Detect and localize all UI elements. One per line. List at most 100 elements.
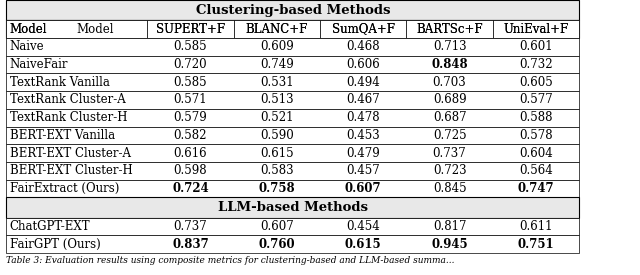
Text: TextRank Cluster-H: TextRank Cluster-H xyxy=(10,111,127,124)
Text: 0.454: 0.454 xyxy=(346,220,380,233)
Text: 0.605: 0.605 xyxy=(519,76,553,89)
Text: BLANC+F: BLANC+F xyxy=(246,23,308,35)
Text: 0.585: 0.585 xyxy=(173,76,207,89)
Text: NaiveFair: NaiveFair xyxy=(10,58,68,71)
Text: BERT-EXT Cluster-H: BERT-EXT Cluster-H xyxy=(10,164,132,177)
Text: TextRank Vanilla: TextRank Vanilla xyxy=(10,76,109,89)
Bar xyxy=(6,180,579,197)
Bar xyxy=(6,235,579,253)
Text: SUPERT+F: SUPERT+F xyxy=(156,23,225,35)
Bar xyxy=(6,91,579,109)
Text: 0.578: 0.578 xyxy=(519,129,553,142)
Text: 0.607: 0.607 xyxy=(260,220,294,233)
Text: 0.747: 0.747 xyxy=(518,182,554,195)
Text: 0.758: 0.758 xyxy=(259,182,295,195)
Text: 0.571: 0.571 xyxy=(173,94,207,106)
Bar xyxy=(6,109,579,126)
Text: 0.598: 0.598 xyxy=(173,164,207,177)
Text: 0.615: 0.615 xyxy=(260,147,294,160)
Text: BARTSc+F: BARTSc+F xyxy=(416,23,483,35)
Text: Naive: Naive xyxy=(10,40,44,53)
Text: 0.531: 0.531 xyxy=(260,76,294,89)
Text: 0.606: 0.606 xyxy=(346,58,380,71)
Text: 0.845: 0.845 xyxy=(433,182,467,195)
Text: 0.521: 0.521 xyxy=(260,111,294,124)
Text: BERT-EXT Vanilla: BERT-EXT Vanilla xyxy=(10,129,115,142)
Text: 0.583: 0.583 xyxy=(260,164,294,177)
Text: 0.582: 0.582 xyxy=(173,129,207,142)
Text: 0.724: 0.724 xyxy=(172,182,209,195)
Text: Table 3: Evaluation results using composite metrics for clustering-based and LLM: Table 3: Evaluation results using compos… xyxy=(6,256,455,265)
Text: 0.513: 0.513 xyxy=(260,94,294,106)
Text: 0.479: 0.479 xyxy=(346,147,380,160)
Bar xyxy=(6,56,579,73)
Bar xyxy=(320,20,406,38)
Text: 0.687: 0.687 xyxy=(433,111,467,124)
Bar xyxy=(6,218,579,235)
Text: 0.732: 0.732 xyxy=(519,58,553,71)
Text: 0.590: 0.590 xyxy=(260,129,294,142)
Bar xyxy=(6,73,579,91)
Text: 0.848: 0.848 xyxy=(431,58,468,71)
Text: 0.723: 0.723 xyxy=(433,164,467,177)
Text: 0.817: 0.817 xyxy=(433,220,467,233)
Text: 0.725: 0.725 xyxy=(433,129,467,142)
Bar xyxy=(147,20,234,38)
Text: 0.577: 0.577 xyxy=(519,94,553,106)
Text: 0.468: 0.468 xyxy=(346,40,380,53)
Bar xyxy=(6,162,579,180)
Text: FairExtract (Ours): FairExtract (Ours) xyxy=(10,182,119,195)
Bar xyxy=(6,197,579,218)
Text: 0.945: 0.945 xyxy=(431,238,468,251)
Text: 0.616: 0.616 xyxy=(173,147,207,160)
Text: 0.604: 0.604 xyxy=(519,147,553,160)
Text: 0.837: 0.837 xyxy=(172,238,209,251)
Text: 0.749: 0.749 xyxy=(260,58,294,71)
Bar xyxy=(6,126,579,144)
Text: TextRank Cluster-A: TextRank Cluster-A xyxy=(10,94,125,106)
Text: ChatGPT-EXT: ChatGPT-EXT xyxy=(10,220,90,233)
Text: BARTSc+F: BARTSc+F xyxy=(416,23,483,35)
Text: 0.457: 0.457 xyxy=(346,164,380,177)
Text: SumQA+F: SumQA+F xyxy=(332,23,395,35)
Bar xyxy=(6,38,579,56)
Text: 0.453: 0.453 xyxy=(346,129,380,142)
Text: 0.751: 0.751 xyxy=(518,238,554,251)
Text: 0.607: 0.607 xyxy=(345,182,381,195)
Text: Model: Model xyxy=(10,23,47,35)
Text: Model: Model xyxy=(77,23,115,35)
Text: 0.588: 0.588 xyxy=(519,111,553,124)
Bar xyxy=(6,20,579,38)
Bar xyxy=(6,20,147,38)
Text: 0.737: 0.737 xyxy=(433,147,467,160)
Text: 0.585: 0.585 xyxy=(173,40,207,53)
Text: 0.609: 0.609 xyxy=(260,40,294,53)
Text: 0.601: 0.601 xyxy=(519,40,553,53)
Text: BERT-EXT Cluster-A: BERT-EXT Cluster-A xyxy=(10,147,131,160)
Text: SUPERT+F: SUPERT+F xyxy=(156,23,225,35)
Text: 0.615: 0.615 xyxy=(345,238,381,251)
Text: 0.564: 0.564 xyxy=(519,164,553,177)
Text: FairGPT (Ours): FairGPT (Ours) xyxy=(10,238,100,251)
Text: BLANC+F: BLANC+F xyxy=(246,23,308,35)
Text: 0.703: 0.703 xyxy=(433,76,467,89)
Text: 0.689: 0.689 xyxy=(433,94,467,106)
Text: 0.467: 0.467 xyxy=(346,94,380,106)
Text: 0.737: 0.737 xyxy=(173,220,207,233)
Text: SumQA+F: SumQA+F xyxy=(332,23,395,35)
Text: 0.494: 0.494 xyxy=(346,76,380,89)
Text: 0.760: 0.760 xyxy=(259,238,295,251)
Bar xyxy=(493,20,579,38)
Text: UniEval+F: UniEval+F xyxy=(504,23,568,35)
Bar xyxy=(234,20,320,38)
Bar xyxy=(6,144,579,162)
Bar xyxy=(406,20,493,38)
Text: 0.478: 0.478 xyxy=(346,111,380,124)
Text: 0.720: 0.720 xyxy=(173,58,207,71)
Text: LLM-based Methods: LLM-based Methods xyxy=(218,201,368,214)
Text: Clustering-based Methods: Clustering-based Methods xyxy=(196,4,390,16)
Bar xyxy=(6,0,579,20)
Text: 0.713: 0.713 xyxy=(433,40,467,53)
Text: UniEval+F: UniEval+F xyxy=(504,23,568,35)
Text: Model: Model xyxy=(10,23,47,35)
